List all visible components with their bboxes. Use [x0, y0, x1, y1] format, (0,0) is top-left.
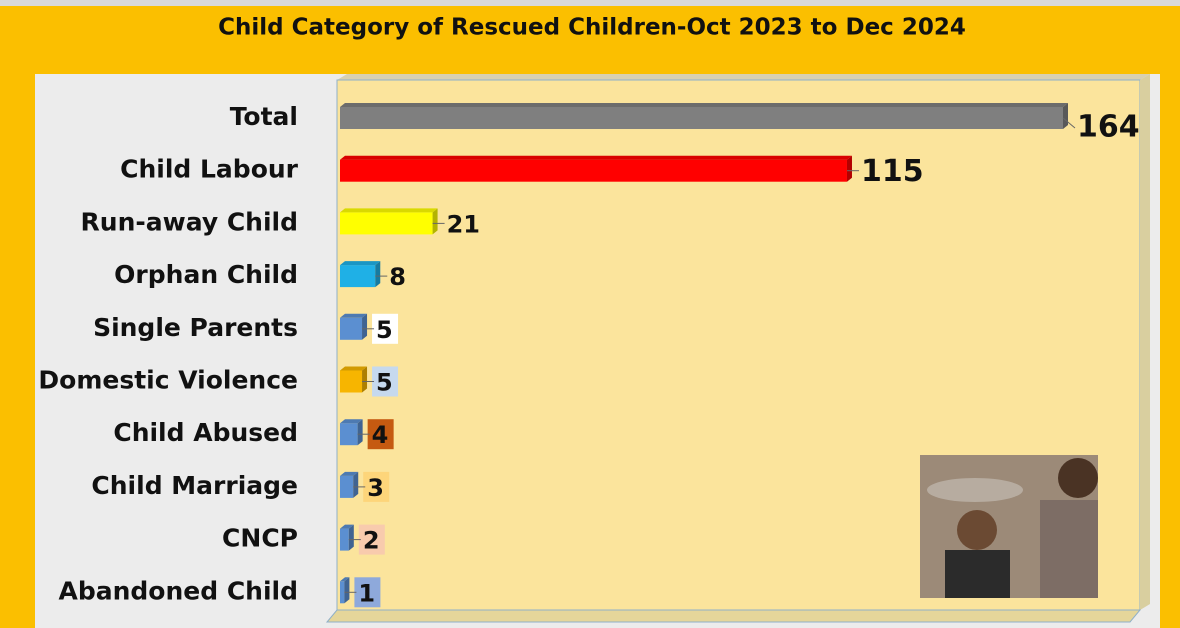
bar-side	[344, 577, 350, 604]
bar-top	[340, 208, 438, 213]
bar-top	[340, 366, 368, 371]
bar	[340, 423, 358, 446]
y-tick-label: Domestic Violence	[38, 366, 298, 395]
y-tick-label: Abandoned Child	[58, 576, 298, 605]
data-label: 5	[376, 369, 393, 397]
bar-side	[348, 524, 354, 551]
label-background	[363, 471, 390, 502]
bar	[340, 370, 363, 393]
bar-top	[340, 313, 368, 318]
bar	[340, 212, 433, 235]
data-label: 2	[363, 527, 380, 555]
bar-side	[353, 471, 359, 498]
y-tick-label: Child Labour	[120, 155, 299, 184]
bar-side	[357, 419, 363, 446]
bar-top	[340, 471, 359, 476]
wall-top	[337, 74, 1150, 80]
bar-side	[362, 313, 368, 340]
bar-top	[340, 524, 354, 529]
data-label: 8	[389, 263, 406, 291]
data-label: 3	[367, 474, 384, 502]
label-background	[367, 419, 394, 450]
bar	[340, 475, 354, 498]
data-label: 1	[358, 579, 375, 607]
top-strip	[0, 0, 1180, 6]
bar-side	[846, 155, 852, 182]
y-tick-label: Child Abused	[113, 418, 298, 447]
data-label: 4	[372, 421, 389, 449]
bar-top	[340, 419, 363, 424]
bar-top	[340, 577, 350, 582]
chart-title: Child Category of Rescued Children-Oct 2…	[218, 15, 966, 41]
label-background	[354, 577, 381, 608]
data-label: 21	[447, 210, 480, 238]
bar-side	[1063, 103, 1068, 129]
y-tick-label: Child Marriage	[91, 471, 298, 500]
label-background	[372, 313, 399, 344]
y-tick-label: CNCP	[222, 524, 298, 553]
bar-top	[340, 103, 1068, 107]
data-label: 5	[376, 316, 393, 344]
bar-side	[362, 366, 368, 393]
y-tick-label: Single Parents	[93, 313, 298, 342]
y-tick-label: Total	[230, 102, 298, 131]
bar-top	[340, 155, 852, 160]
bar	[340, 581, 345, 604]
data-label: 115	[861, 154, 924, 189]
label-background	[372, 366, 399, 397]
bar	[340, 107, 1063, 129]
bar	[340, 317, 363, 340]
floor	[325, 609, 1142, 623]
leader-line	[1062, 117, 1076, 129]
bar	[340, 265, 376, 288]
bar-side	[375, 261, 381, 288]
bar-side	[432, 208, 438, 235]
y-tick-label: Orphan Child	[114, 260, 298, 289]
bar	[340, 528, 349, 551]
label-background	[358, 524, 385, 555]
bar-top	[340, 261, 381, 266]
y-tick-label: Run-away Child	[81, 207, 298, 236]
bar	[340, 159, 847, 182]
photo	[920, 455, 1098, 598]
data-label: 164	[1077, 110, 1140, 145]
